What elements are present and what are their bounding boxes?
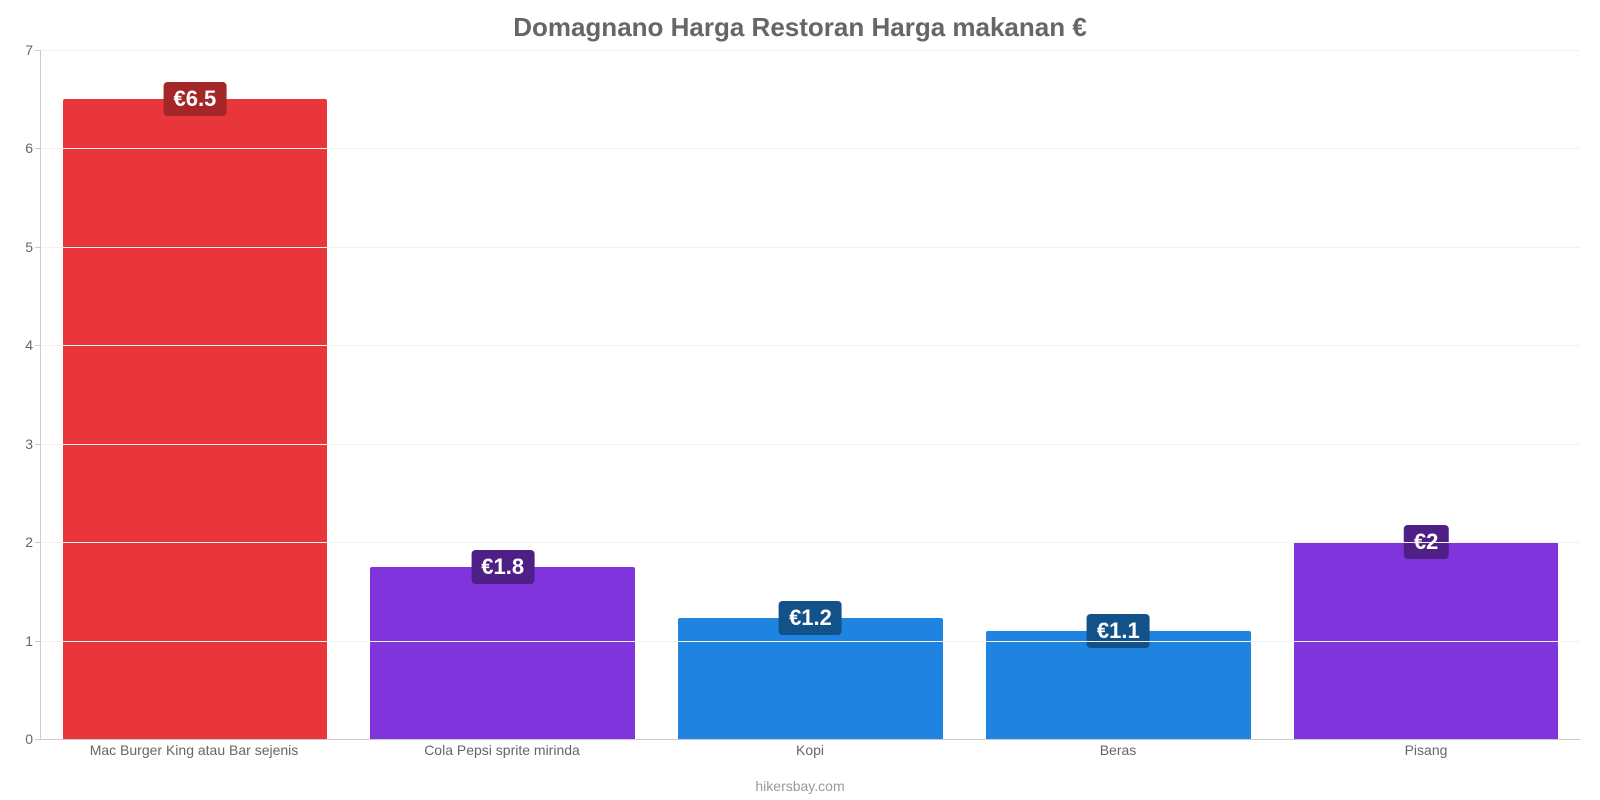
bar-slot: €1.8 [349,50,657,739]
ytick-label: 5 [25,239,41,255]
bars-group: €6.5€1.8€1.2€1.1€2 [41,50,1580,739]
x-axis-label: Pisang [1272,742,1580,758]
bar: €1.2 [678,618,943,739]
gridline [41,247,1580,248]
gridline [41,542,1580,543]
bar: €1.1 [986,631,1251,739]
x-axis-label: Cola Pepsi sprite mirinda [348,742,656,758]
bar-slot: €6.5 [41,50,349,739]
gridline [41,641,1580,642]
gridline [41,148,1580,149]
bar-slot: €1.2 [657,50,965,739]
bar-slot: €1.1 [964,50,1272,739]
ytick-label: 7 [25,42,41,58]
value-badge: €1.8 [471,550,534,584]
x-axis-label: Beras [964,742,1272,758]
plot-area: €6.5€1.8€1.2€1.1€2 01234567 [40,50,1580,740]
gridline [41,444,1580,445]
bar: €1.8 [370,567,635,739]
x-axis-labels: Mac Burger King atau Bar sejenisCola Pep… [40,742,1580,758]
ytick-label: 6 [25,140,41,156]
bar: €6.5 [63,99,328,739]
bar-slot: €2 [1272,50,1580,739]
value-badge: €6.5 [163,82,226,116]
ytick-label: 1 [25,633,41,649]
x-axis-label: Mac Burger King atau Bar sejenis [40,742,348,758]
chart-container: Domagnano Harga Restoran Harga makanan €… [0,0,1600,800]
ytick-label: 4 [25,337,41,353]
credit-text: hikersbay.com [0,778,1600,794]
ytick-label: 0 [25,731,41,747]
value-badge: €1.2 [779,601,842,635]
ytick-label: 3 [25,436,41,452]
x-axis-label: Kopi [656,742,964,758]
ytick-label: 2 [25,534,41,550]
value-badge: €1.1 [1087,614,1150,648]
gridline [41,345,1580,346]
gridline [41,50,1580,51]
chart-title: Domagnano Harga Restoran Harga makanan € [0,12,1600,43]
